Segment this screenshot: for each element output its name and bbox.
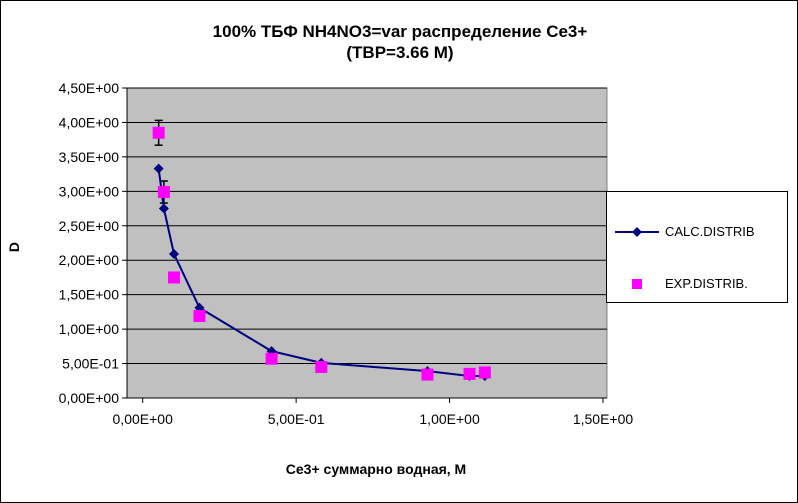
exp-point (463, 367, 476, 380)
exp-point (152, 126, 165, 139)
legend: CALC.DISTRIB EXP.DISTRIB. (606, 191, 788, 303)
y-tick-label: 5,00E-01 (62, 356, 119, 372)
exp-point (421, 368, 434, 381)
legend-label-exp: EXP.DISTRIB. (665, 276, 748, 291)
x-tick-label: 0,00E+00 (113, 411, 174, 427)
x-axis-label: Ce3+ суммарно водная, M (285, 461, 467, 477)
y-tick-label: 3,00E+00 (59, 183, 120, 199)
chart-title-line2: (TBP=3.66 M) (346, 43, 454, 62)
exp-point (478, 366, 491, 379)
y-tick-label: 2,00E+00 (59, 252, 120, 268)
y-tick-label: 1,00E+00 (59, 321, 120, 337)
y-tick-label: 1,50E+00 (59, 287, 120, 303)
y-tick-label: 0,00E+00 (59, 390, 120, 406)
exp-point (168, 271, 181, 284)
x-tick-label: 1,00E+00 (419, 411, 480, 427)
plot-area (126, 87, 608, 399)
exp-point (315, 361, 328, 373)
exp-point (265, 352, 278, 365)
legend-label-calc: CALC.DISTRIB (665, 224, 755, 239)
calc-point (158, 203, 169, 214)
legend-item-calc: CALC.DISTRIB (615, 224, 755, 239)
y-tick-label: 4,50E+00 (59, 80, 120, 96)
exp-point (157, 186, 170, 199)
legend-item-exp: EXP.DISTRIB. (615, 276, 748, 291)
chart-title-line1: 100% ТБФ NH4NO3=var распределение Ce3+ (212, 22, 588, 41)
exp-point (193, 310, 206, 323)
x-tick-label: 1,50E+00 (573, 411, 634, 427)
x-tick-label: 5,00E-01 (268, 411, 325, 427)
calc-point (153, 163, 164, 174)
chart-title: 100% ТБФ NH4NO3=var распределение Ce3+ (… (1, 21, 797, 63)
y-axis-label: D (6, 241, 23, 253)
y-tick-label: 4,00E+00 (59, 114, 120, 130)
calc-point (169, 249, 180, 260)
legend-square-icon (632, 278, 642, 289)
y-tick-label: 2,50E+00 (59, 218, 120, 234)
y-tick-label: 3,50E+00 (59, 149, 120, 165)
legend-line-diamond-icon (615, 226, 659, 237)
